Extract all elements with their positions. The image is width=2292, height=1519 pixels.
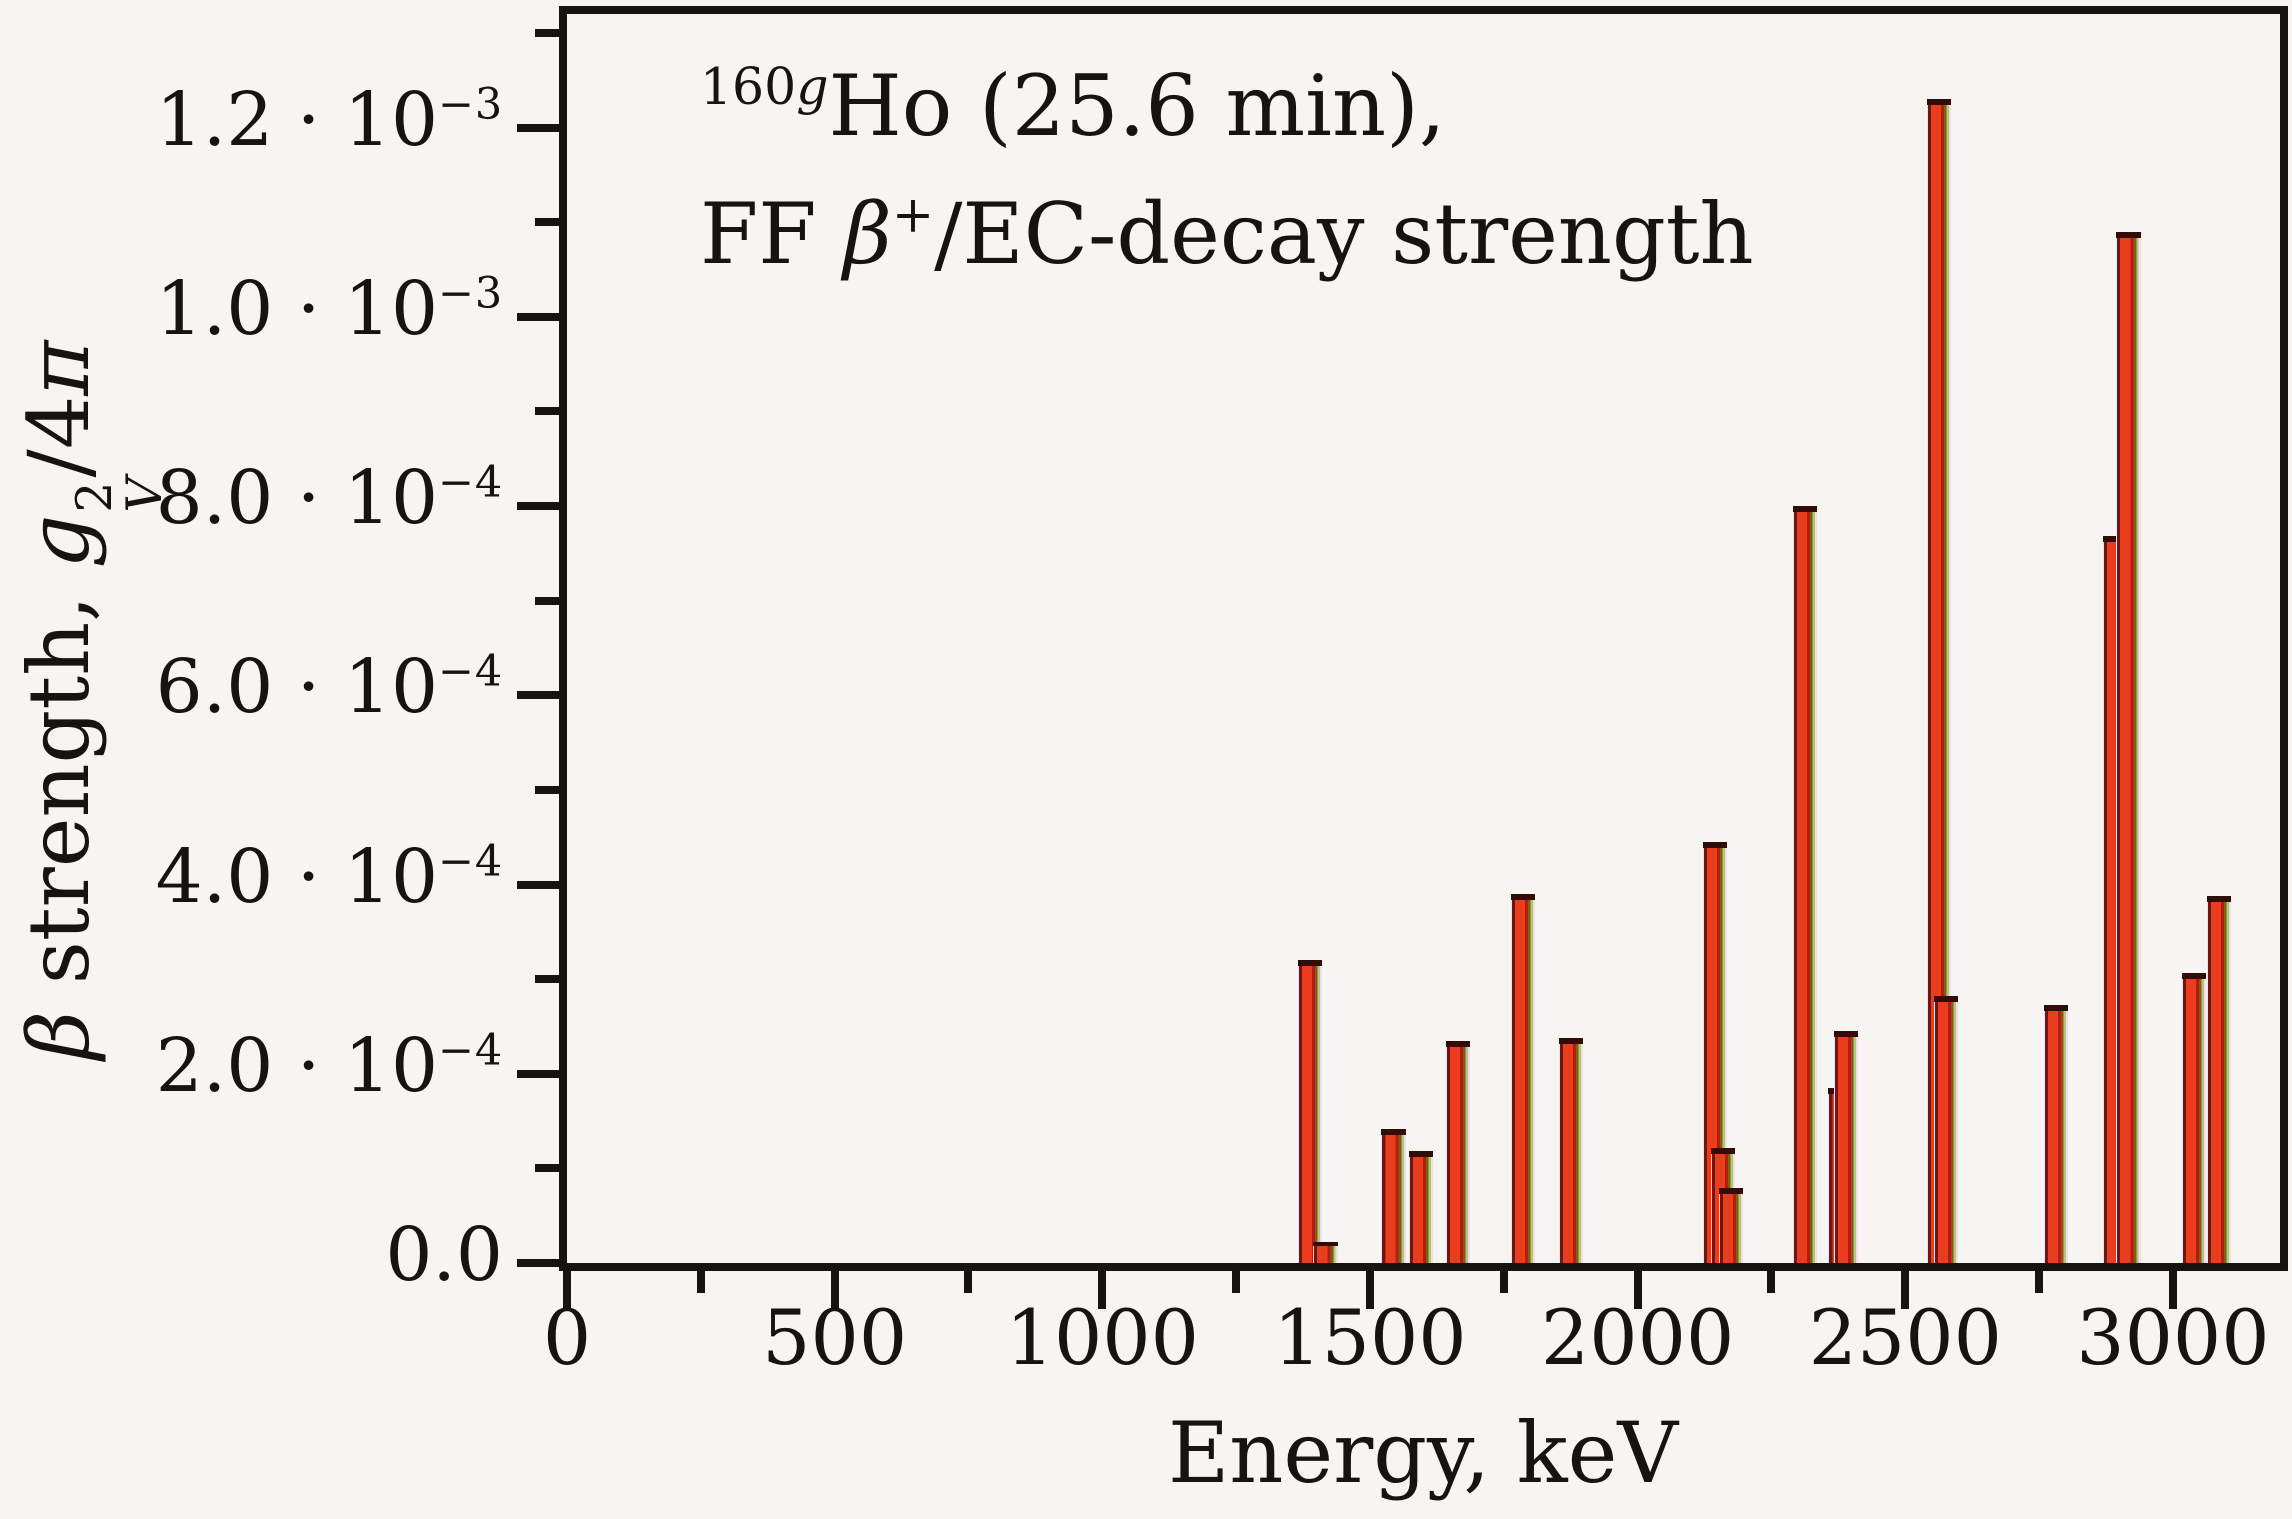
isotope-state-g: g [796, 57, 829, 116]
x-major-tick-500 [830, 1269, 839, 1309]
x-major-tick-0 [563, 1269, 571, 1309]
y-minor-tick-4 [535, 407, 561, 416]
y-major-tick-2 [517, 880, 561, 889]
x-tick-label-500: 500 [762, 1293, 908, 1382]
y-tick-label-0: 0.0 [385, 1212, 503, 1298]
beta-plus-sign: + [891, 185, 935, 245]
bar-2576kev [1933, 996, 1958, 1263]
isotope-name-halflife: Ho (25.6 min), [828, 57, 1446, 156]
ylabel-slash4: /4 [10, 395, 108, 478]
bar-1786kev [1511, 893, 1536, 1263]
y-axis-label: β strength, g 2 V/4π [10, 200, 173, 1200]
bar-2917kev [2116, 231, 2141, 1263]
y-tick-label-6: 1.2 · 10−3 [155, 76, 503, 163]
y-major-tick-3 [517, 691, 561, 700]
x-minor-tick-2250 [1767, 1269, 1776, 1293]
y-major-tick-6 [517, 123, 561, 132]
y-tick-label-2: 4.0 · 10−4 [155, 833, 503, 920]
y-minor-tick-6 [535, 28, 561, 37]
bar-2174kev [1718, 1188, 1743, 1263]
y-minor-tick-0 [535, 1164, 561, 1173]
y-major-tick-5 [517, 312, 561, 321]
y-tick-label-4: 8.0 · 10−4 [155, 455, 503, 542]
x-axis-label-text: Energy, keV [1167, 1404, 1679, 1502]
y-major-tick-0 [517, 1259, 561, 1267]
x-minor-tick-1250 [1232, 1269, 1241, 1293]
ylabel-g-sup: 2 [67, 481, 124, 513]
y-tick-label-3: 6.0 · 10−4 [155, 644, 503, 731]
ylabel-pi: π [10, 340, 108, 396]
bar-1665kev [1446, 1040, 1471, 1263]
bar-1876kev [1559, 1037, 1584, 1263]
annotation-decay-text: /EC-decay strength [934, 185, 1754, 284]
y-minor-tick-1 [535, 975, 561, 984]
bar-3039kev [2181, 972, 2206, 1263]
plot-area [567, 14, 2280, 1263]
y-major-tick-1 [517, 1069, 561, 1078]
bar-3086kev [2206, 895, 2231, 1263]
y-tick-label-5: 1.0 · 10−3 [155, 265, 503, 352]
annotation-line-2: FF β+/EC-decay strength [700, 190, 1754, 277]
annotation-line-1: 160gHo (25.6 min), [700, 61, 1754, 148]
y-tick-label-1: 2.0 · 10−4 [155, 1022, 503, 1109]
x-tick-label-2500: 2500 [1808, 1293, 2002, 1382]
bar-1388kev [1297, 960, 1323, 1263]
y-minor-tick-5 [535, 218, 561, 227]
x-tick-label-0: 0 [542, 1293, 592, 1382]
bar-1544kev [1381, 1128, 1406, 1263]
x-minor-tick-2750 [2035, 1269, 2044, 1293]
x-major-tick-3000 [2168, 1269, 2177, 1309]
x-tick-label-2000: 2000 [1540, 1293, 1735, 1382]
x-major-tick-1000 [1098, 1269, 1107, 1309]
bar-2312kev [1792, 506, 1817, 1263]
x-tick-label-1000: 1000 [1005, 1293, 1200, 1382]
y-minor-tick-2 [535, 785, 561, 794]
isotope-mass-number: 160 [700, 57, 797, 116]
chart-annotation: 160gHo (25.6 min), FF β+/EC-decay streng… [700, 61, 1754, 277]
x-minor-tick-250 [696, 1269, 705, 1293]
x-minor-tick-1750 [1499, 1269, 1508, 1293]
x-tick-label-1500: 1500 [1273, 1293, 1467, 1382]
bar-1417kev [1313, 1242, 1338, 1263]
bar-1596kev [1409, 1151, 1434, 1263]
ylabel-g-sub: V [117, 477, 174, 513]
x-axis-label: Energy, keV [773, 1404, 2073, 1502]
bar-2390kev [1834, 1031, 1859, 1263]
bar-2782kev [2044, 1004, 2069, 1263]
x-major-tick-2000 [1633, 1269, 1642, 1309]
x-major-tick-2500 [1901, 1269, 1910, 1309]
plot-frame [559, 6, 2288, 1271]
y-minor-tick-3 [535, 596, 561, 605]
x-tick-label-3000: 3000 [2076, 1293, 2270, 1382]
y-major-tick-4 [517, 502, 561, 511]
ylabel-strength: strength, [10, 568, 108, 1011]
x-minor-tick-750 [964, 1269, 973, 1293]
annotation-ff: FF [700, 185, 844, 284]
ylabel-g: g [10, 514, 108, 569]
beta-symbol: β [843, 185, 892, 284]
x-major-tick-1500 [1365, 1269, 1374, 1309]
ylabel-beta: β [10, 1010, 108, 1060]
